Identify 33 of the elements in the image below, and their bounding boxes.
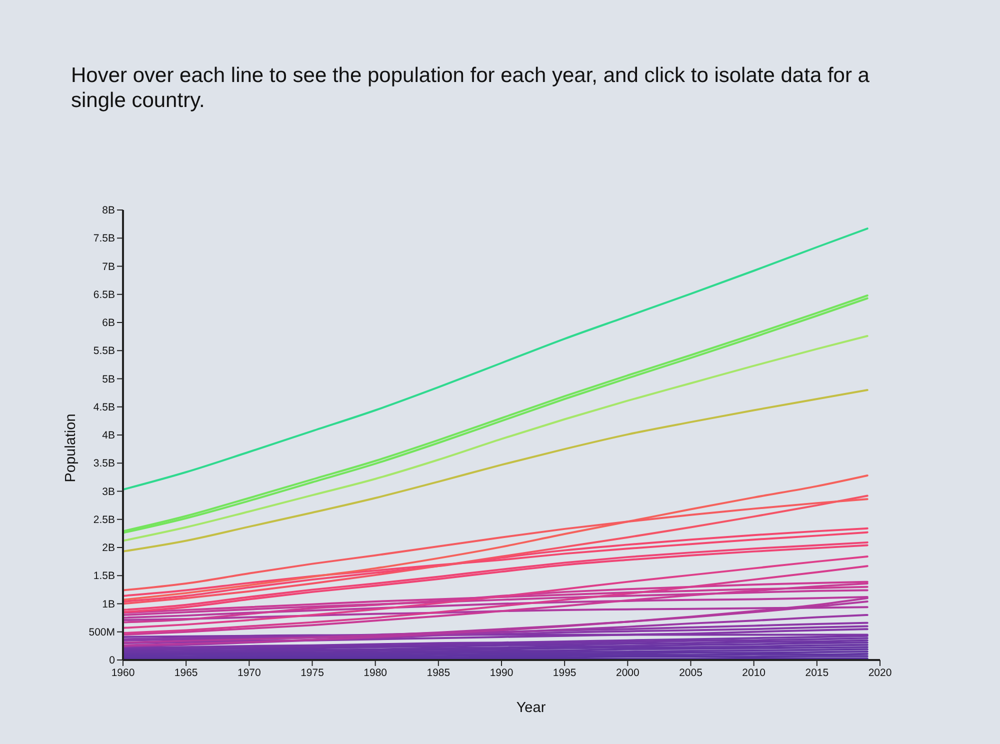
x-tick-label: 1970 (237, 667, 262, 679)
y-tick-label: 1.5B (93, 570, 115, 582)
x-tick-label: 1975 (300, 667, 324, 679)
x-tick-label: 1980 (364, 667, 388, 679)
x-tick-label: 2010 (742, 667, 766, 679)
y-tick-label: 7B (102, 260, 115, 273)
x-tick-label: 2005 (679, 667, 703, 679)
chart-subtitle: Hover over each line to see the population for each year, and click to isolate data for a single country. (71, 64, 870, 112)
y-tick-label: 4.5B (93, 401, 115, 414)
y-tick-label: 4B (102, 430, 115, 442)
y-tick-label: 7.5B (93, 232, 115, 245)
x-tick-label: 1990 (490, 667, 514, 679)
x-tick-label: 1965 (174, 667, 198, 679)
x-tick-label: 1985 (426, 667, 450, 679)
y-tick-label: 2.5B (93, 514, 115, 526)
y-axis-title: Population (63, 414, 79, 482)
y-tick-label: 500M (88, 626, 115, 638)
y-tick-label: 5B (102, 373, 115, 386)
x-tick-label: 2000 (616, 667, 640, 679)
x-tick-label: 1960 (111, 667, 135, 679)
y-tick-label: 5.5B (93, 345, 115, 358)
x-tick-label: 2020 (868, 667, 892, 679)
y-tick-label: 1B (102, 598, 115, 610)
y-tick-label: 6.5B (93, 288, 115, 301)
y-tick-label: 3.5B (93, 458, 115, 470)
x-axis-title: Year (516, 700, 546, 716)
x-tick-label: 2015 (805, 667, 829, 679)
y-tick-label: 8B (102, 204, 115, 216)
y-tick-label: 3B (102, 486, 115, 498)
x-tick-label: 1995 (552, 667, 576, 679)
y-tick-label: 0 (109, 654, 116, 666)
y-tick-label: 2B (102, 542, 115, 554)
y-tick-label: 6B (102, 317, 115, 329)
